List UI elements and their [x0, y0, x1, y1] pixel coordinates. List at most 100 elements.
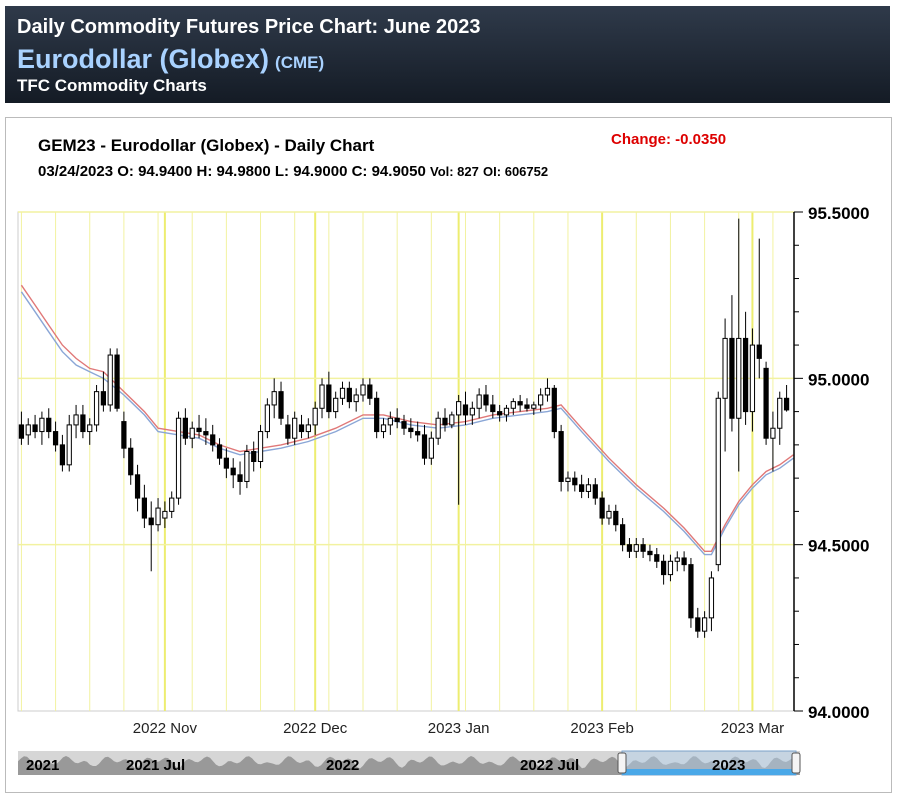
ohlc-close: C: 94.9050 [351, 163, 426, 180]
candle-body [25, 424, 31, 436]
y-tick-label: 95.0000 [808, 370, 869, 389]
ohlc-open-interest: OI: 606752 [483, 164, 549, 179]
candle [251, 441, 257, 472]
candle-body [640, 544, 646, 552]
candle-body [667, 560, 674, 576]
candle-body [87, 424, 93, 433]
candle-body [708, 577, 715, 619]
candle [319, 378, 325, 419]
header-commodity-name: Eurodollar (Globex) (CME) [17, 44, 324, 75]
candle-body [592, 484, 598, 499]
candle-body [538, 394, 544, 406]
ohlc-date: 03/24/2023 [38, 163, 114, 180]
candle [339, 381, 346, 405]
candle-body [701, 617, 708, 632]
y-tick-label: 94.5000 [808, 537, 869, 556]
candle-body [73, 414, 79, 426]
candle-body [660, 560, 667, 576]
candle [647, 544, 653, 562]
candle [134, 464, 141, 512]
candle [353, 388, 359, 412]
candle [770, 411, 776, 472]
candle [722, 318, 728, 452]
candle [360, 378, 366, 402]
candle [640, 538, 646, 558]
candle-body [449, 414, 455, 426]
candle [374, 391, 380, 439]
candle-body [162, 510, 168, 519]
candle-body [503, 407, 510, 416]
candle [182, 408, 188, 445]
y-tick-label: 94.0000 [808, 703, 869, 722]
candle [46, 408, 52, 439]
candle [333, 391, 339, 419]
navigator-label: 2021 Jul [126, 757, 185, 774]
exchange-label: (CME) [275, 53, 325, 72]
candle-body [121, 421, 127, 449]
candle [66, 414, 72, 472]
candle [667, 554, 674, 582]
candle [87, 418, 93, 445]
candle [701, 611, 708, 638]
candle [367, 378, 373, 405]
candle-body [169, 497, 175, 512]
candle-body [285, 424, 291, 439]
candle-body [80, 414, 86, 433]
candle [462, 391, 469, 425]
candle-body [203, 431, 209, 436]
candle-body [620, 524, 626, 546]
candle [100, 371, 107, 412]
candle-body [257, 431, 264, 462]
x-tick-label: 2023 Jan [428, 720, 490, 737]
candle [503, 404, 510, 422]
candle-body [421, 434, 428, 459]
candle-body [107, 354, 113, 406]
candle [271, 378, 277, 419]
change-value: Change: -0.0350 [611, 131, 727, 148]
candle-body [380, 424, 387, 433]
candle [736, 218, 742, 472]
candle-body [729, 337, 735, 419]
candle-body [613, 510, 619, 526]
candle [660, 554, 667, 585]
commodity-name: Eurodollar (Globex) [17, 44, 270, 74]
candle [285, 414, 291, 445]
candle [162, 501, 168, 529]
candle-body [333, 397, 339, 413]
candle-body [326, 384, 332, 413]
candle-body [59, 444, 66, 466]
candle [80, 404, 86, 439]
candle-body [742, 337, 749, 413]
candle-body [736, 337, 742, 419]
candle-body [647, 550, 653, 556]
candle-body [175, 417, 182, 499]
candle [606, 504, 612, 525]
candle-body [490, 404, 496, 413]
candle-body [456, 401, 462, 416]
candle-body [531, 404, 537, 409]
candle [558, 424, 564, 492]
header-subtitle: TFC Commodity Charts [17, 76, 207, 95]
candle [633, 538, 639, 558]
candle-body [339, 387, 346, 399]
candle-body [46, 417, 52, 433]
candle [326, 371, 332, 419]
candle [585, 478, 592, 499]
candle [401, 414, 407, 435]
candle [169, 491, 175, 519]
candle [688, 557, 694, 628]
candle [292, 411, 298, 445]
candle [538, 388, 544, 412]
candle-body [674, 557, 680, 562]
candle-body [783, 397, 790, 411]
candle-body [551, 387, 557, 433]
candle [52, 421, 59, 452]
candle [39, 411, 45, 445]
candle-body [722, 337, 728, 399]
candle-body [39, 417, 45, 433]
candle [749, 328, 756, 432]
candle [565, 471, 571, 492]
navigator-selection-fill [622, 769, 796, 775]
candle [380, 418, 387, 439]
